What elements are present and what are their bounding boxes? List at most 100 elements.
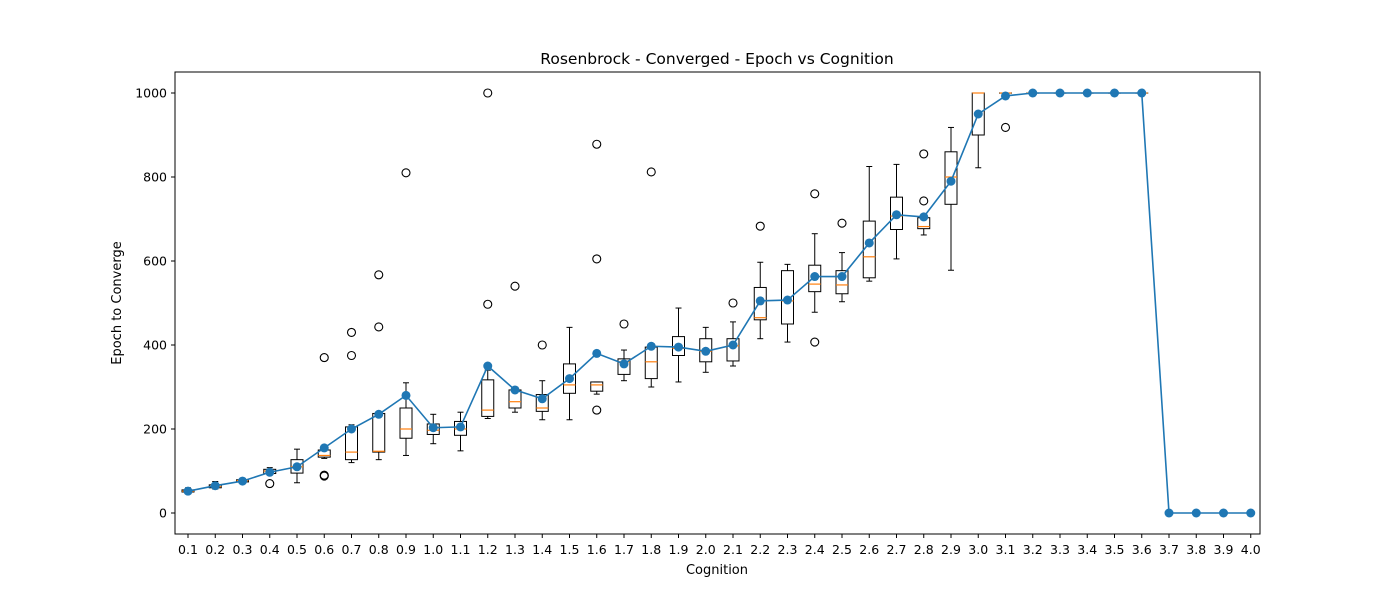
outlier-point: [483, 88, 493, 98]
box-iqr: [454, 420, 467, 436]
mean-point-2.9: [946, 176, 956, 186]
box-0.6: [317, 353, 331, 481]
box-2.6: [862, 166, 876, 282]
x-tick-label: 3.1: [996, 542, 1016, 557]
mean-point-3.1: [1001, 91, 1010, 101]
outlier-point: [346, 350, 357, 361]
mean-point-1.0: [428, 423, 438, 433]
box-2.2: [753, 221, 767, 340]
x-tick-label: 3.6: [1132, 542, 1152, 557]
x-tick-label: 0.9: [396, 542, 416, 557]
mean-point-0.9: [401, 390, 411, 400]
outlier-point: [483, 299, 493, 309]
mean-point-2.1: [728, 340, 738, 350]
mean-line: [187, 92, 1251, 514]
x-tick-label: 1.1: [451, 542, 471, 557]
box-1.8: [644, 167, 658, 388]
mean-point-3.8: [1191, 508, 1201, 518]
x-tick-label: 1.3: [505, 542, 525, 557]
outlier-point: [401, 168, 411, 178]
box-0.9: [399, 168, 413, 456]
mean-point-2.8: [919, 212, 929, 222]
x-tick-label: 0.4: [260, 542, 280, 557]
mean-point-2.4: [810, 272, 820, 282]
mean-point-3.7: [1164, 508, 1174, 518]
x-tick-label: 1.9: [669, 542, 689, 557]
box-3.0: [971, 92, 985, 169]
outlier-point: [919, 149, 929, 159]
box-iqr: [672, 336, 685, 357]
box-iqr: [644, 346, 658, 380]
x-tick-label: 3.4: [1077, 542, 1097, 557]
x-tick-label: 1.0: [423, 542, 443, 557]
box-0.7: [345, 327, 358, 464]
x-tick-label: 1.5: [560, 542, 580, 557]
box-1.4: [535, 340, 549, 421]
y-axis-label: Epoch to Converge: [110, 241, 125, 364]
mean-point-1.4: [537, 394, 547, 404]
mean-point-1.8: [646, 341, 656, 351]
outlier-point: [810, 337, 820, 347]
mean-point-1.2: [483, 361, 493, 371]
x-tick-label: 3.7: [1159, 542, 1179, 557]
mean-point-3.5: [1110, 88, 1119, 98]
box-iqr: [590, 381, 604, 392]
outlier-point: [592, 254, 602, 264]
outlier-point: [919, 196, 929, 206]
mean-point-1.5: [565, 374, 574, 384]
outlier-point: [346, 327, 357, 337]
box-iqr: [372, 412, 386, 453]
outlier-point: [646, 167, 656, 177]
mean-point-3.3: [1055, 88, 1065, 98]
outlier-point: [728, 298, 738, 308]
outlier-point: [755, 221, 765, 231]
x-tick-label: 3.8: [1186, 542, 1206, 557]
box-iqr: [481, 379, 495, 417]
box-0.8: [372, 270, 386, 461]
outlier-point: [374, 322, 384, 332]
box-2.4: [808, 189, 822, 347]
mean-point-0.8: [374, 409, 384, 419]
mean-point-2.6: [864, 238, 874, 248]
x-axis-label: Cognition: [686, 563, 748, 578]
box-iqr: [753, 286, 767, 321]
outlier-point: [1000, 122, 1011, 132]
box-iqr: [890, 196, 903, 231]
y-tick-label: 600: [143, 254, 167, 269]
box-1.7: [617, 319, 631, 382]
outlier-point: [510, 281, 520, 291]
mean-point-1.9: [674, 342, 683, 352]
x-tick-label: 0.6: [314, 542, 334, 557]
x-tick-label: 2.6: [859, 542, 879, 557]
x-tick-label: 0.5: [287, 542, 307, 557]
outlier-point: [592, 139, 602, 149]
box-iqr: [835, 270, 849, 295]
chart-title: Rosenbrock - Converged - Epoch vs Cognit…: [540, 50, 893, 68]
box-iqr: [399, 407, 413, 439]
x-tick-label: 2.0: [696, 542, 716, 557]
x-tick-label: 3.9: [1214, 542, 1234, 557]
outlier-point: [319, 470, 329, 480]
box-2.8: [917, 149, 931, 236]
y-tick-label: 400: [143, 338, 167, 353]
mean-point-0.7: [347, 424, 356, 434]
y-tick-label: 0: [159, 506, 167, 521]
x-tick-label: 1.6: [587, 542, 607, 557]
y-tick-label: 200: [143, 422, 167, 437]
mean-point-2.2: [755, 296, 765, 306]
x-tick-label: 2.3: [778, 542, 798, 557]
x-tick-label: 2.7: [887, 542, 907, 557]
mean-point-1.6: [592, 348, 602, 358]
x-axis: 0.1 0.2 0.3 0.4 0.5 0.6 0.7 0.8 0.9 1.0 1.1 1.2 1.3 1…: [178, 534, 1261, 557]
mean-point-4.0: [1246, 508, 1256, 518]
mean-point-3.4: [1082, 88, 1092, 98]
mean-point-1.7: [619, 359, 629, 369]
mean-point-2.3: [783, 295, 792, 305]
box-2.1: [726, 298, 740, 367]
x-tick-label: 3.0: [968, 542, 988, 557]
mean-point-3.9: [1219, 508, 1228, 518]
x-tick-label: 1.8: [641, 542, 661, 557]
mean-point-0.2: [210, 481, 220, 491]
outlier-point: [619, 319, 629, 329]
